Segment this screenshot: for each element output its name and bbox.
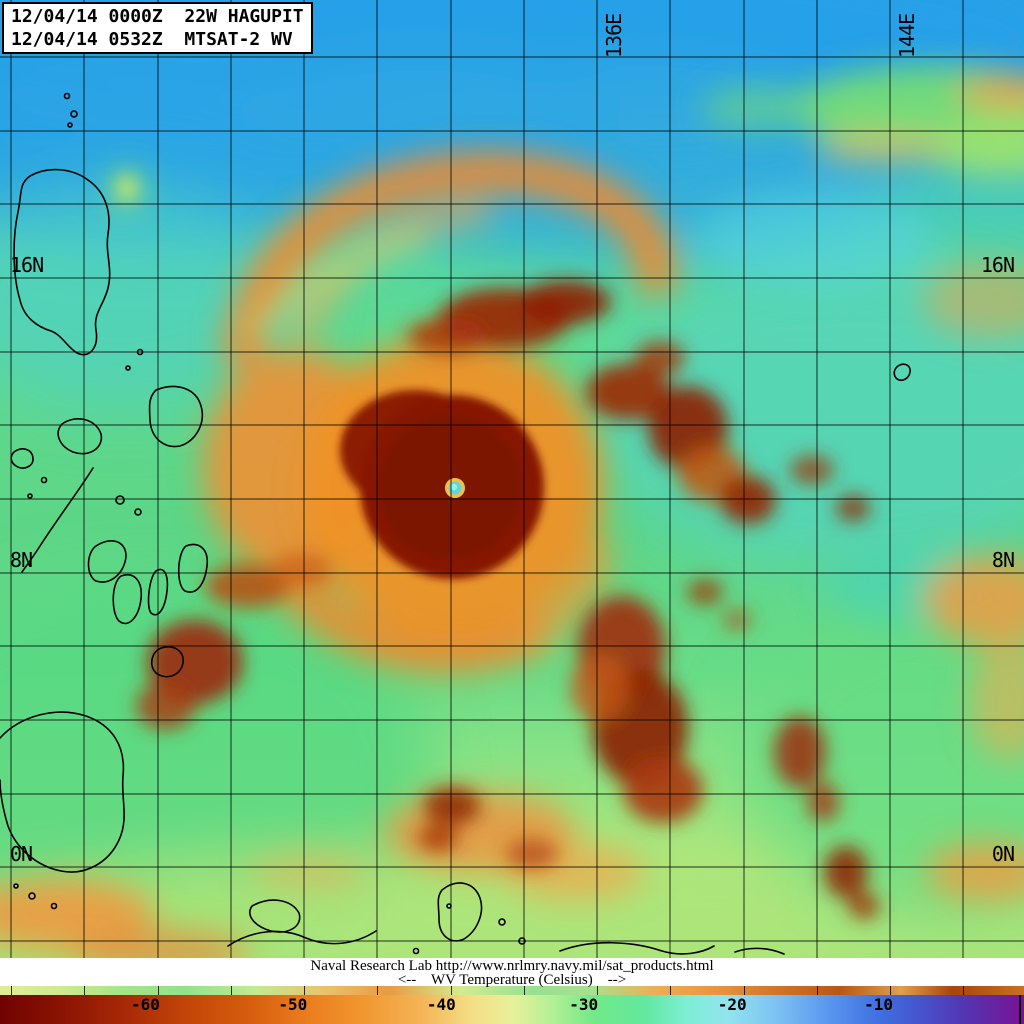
strip-grid-tick (11, 986, 12, 995)
image-bottom-strip (0, 986, 1024, 995)
coastline-samar (148, 385, 203, 448)
latitude-label-right: 16N (981, 253, 1014, 277)
longitude-label: 144E (895, 14, 919, 58)
strip-grid-tick (451, 986, 452, 995)
temperature-colorbar: -60 -50 -40 -30 -20 -10 (0, 995, 1024, 1024)
coastline-halmahera (437, 882, 483, 942)
image-title-box: 12/04/14 0000Z 22W HAGUPIT 12/04/14 0532… (2, 2, 313, 54)
strip-grid-tick (158, 986, 159, 995)
colorbar-right-edge (1019, 995, 1021, 1024)
strip-grid-tick (597, 986, 598, 995)
latitude-label-left: 0N (10, 842, 32, 866)
satellite-image-area: 16N 16N 8N 8N 0N 0N 136E 144E 12/04/14 0000Z 22… (0, 0, 1024, 958)
title-valid-time: 12/04/14 0000Z 22W HAGUPIT (11, 6, 304, 27)
coastline-guam (893, 363, 911, 381)
strip-grid-tick (84, 986, 85, 995)
latlon-gridlines (0, 0, 1024, 958)
title-image-time: 12/04/14 0532Z MTSAT-2 WV (11, 29, 293, 50)
strip-grid-tick (670, 986, 671, 995)
colorbar-tick-label: -60 (130, 995, 160, 1014)
coastline-luzon (13, 168, 111, 356)
latitude-label-left: 16N (10, 253, 43, 277)
longitude-label: 136E (602, 14, 626, 58)
coastline-sulawesi (227, 930, 377, 947)
colorbar-tick-label: -20 (717, 995, 747, 1014)
strip-grid-tick (963, 986, 964, 995)
latitude-label-right: 8N (992, 548, 1014, 572)
strip-grid-tick (231, 986, 232, 995)
wv-satellite-image: 16N 16N 8N 8N 0N 0N 136E 144E (0, 0, 1024, 958)
colorbar-tick-label: -30 (569, 995, 599, 1014)
colorbar-tick-label: -40 (426, 995, 456, 1014)
colorbar-caption: <-- WV Temperature (Celsius) --> (397, 972, 627, 988)
latitude-label-right: 0N (992, 842, 1014, 866)
coastline-mindanao (0, 711, 125, 873)
colorbar-tick-label: -10 (864, 995, 894, 1014)
strip-grid-tick (744, 986, 745, 995)
footer-band: Naval Research Lab http://www.nrlmry.nav… (0, 958, 1024, 988)
colorbar-tick-label: -50 (278, 995, 308, 1014)
latitude-label-left: 8N (10, 548, 32, 572)
geo-coordinate-labels: 16N 16N 8N 8N 0N 0N 136E 144E (10, 14, 1015, 866)
wv-dark-convective-cells (119, 176, 880, 919)
strip-grid-tick (817, 986, 818, 995)
coastline-palawan (21, 467, 94, 573)
strip-grid-tick (304, 986, 305, 995)
coastline-mindoro (57, 418, 103, 455)
credit-text: Naval Research Lab http://www.nrlmry.nav… (310, 958, 714, 974)
strip-grid-tick (377, 986, 378, 995)
strip-grid-tick (524, 986, 525, 995)
strip-grid-tick (890, 986, 891, 995)
typhoon-eye (445, 478, 465, 498)
